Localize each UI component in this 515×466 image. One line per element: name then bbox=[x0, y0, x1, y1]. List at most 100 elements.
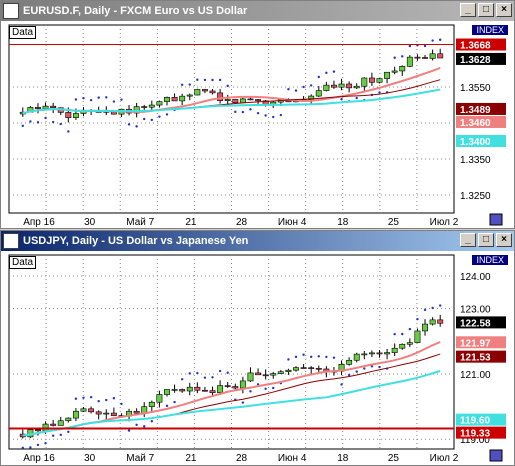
sar-dot bbox=[74, 397, 78, 400]
chart-settings-icon[interactable] bbox=[489, 213, 503, 226]
candle-down bbox=[171, 97, 178, 102]
candle-down bbox=[315, 368, 322, 370]
candle-up bbox=[399, 343, 406, 349]
candle-down bbox=[437, 319, 444, 324]
y-tick-label: 121.00 bbox=[460, 370, 491, 381]
price-badge-bg bbox=[456, 350, 506, 363]
candle-up bbox=[399, 66, 406, 72]
sar-dot bbox=[423, 308, 427, 312]
sar-dot bbox=[401, 332, 404, 336]
sar-dot bbox=[112, 100, 116, 103]
sar-dot bbox=[325, 71, 328, 75]
candle-down bbox=[35, 429, 41, 432]
candle-down bbox=[110, 412, 117, 416]
y-tick-label: 1.3250 bbox=[460, 191, 491, 202]
candle-down bbox=[35, 107, 41, 109]
candle-up bbox=[270, 373, 277, 376]
close-button[interactable]: × bbox=[496, 3, 512, 17]
candle-down bbox=[133, 410, 140, 414]
sar-dot bbox=[165, 113, 169, 116]
eurusd-titlebar[interactable]: EURUSD.F, Daily - FXCM Euro vs US Dollar… bbox=[1, 1, 514, 21]
price-badge-label: 1.3628 bbox=[460, 55, 491, 66]
chart-settings-icon[interactable] bbox=[489, 449, 503, 462]
minimize-button[interactable]: _ bbox=[460, 3, 476, 17]
y-tick-label: 1.3350 bbox=[460, 155, 491, 166]
usdjpy-price-chart[interactable]: 124.00 123.00 121.00 119.00 122.58 121.97 121.… bbox=[7, 253, 510, 463]
sar-dot bbox=[211, 78, 214, 82]
sar-dot bbox=[393, 332, 396, 336]
y-tick-label: 124.00 bbox=[460, 272, 491, 283]
sar-dot bbox=[158, 115, 161, 118]
price-badge-bg bbox=[456, 413, 506, 426]
candle-up bbox=[391, 347, 398, 353]
candle-up bbox=[217, 385, 224, 394]
candle-up bbox=[239, 98, 246, 104]
sar-dot bbox=[272, 115, 275, 119]
usdjpy-chart-window[interactable]: USDJPY, Daily - US Dollar vs Japanese Ye… bbox=[0, 230, 515, 466]
price-badge-bg bbox=[456, 135, 506, 147]
sar-dot bbox=[21, 446, 24, 450]
usdjpy-titlebar[interactable]: USDJPY, Daily - US Dollar vs Japanese Ye… bbox=[1, 231, 514, 251]
y-tick-label: 119.00 bbox=[460, 435, 490, 446]
sar-dot bbox=[287, 358, 290, 361]
sar-dot bbox=[249, 390, 252, 393]
x-tick-label: 21 bbox=[185, 217, 197, 227]
price-badge-bg bbox=[456, 426, 506, 439]
candle-up bbox=[186, 386, 193, 392]
x-tick-label: Апр 16 bbox=[23, 217, 55, 227]
sar-dot bbox=[218, 78, 222, 82]
price-badge: 1.3489 bbox=[456, 102, 506, 116]
sar-dot bbox=[401, 55, 404, 58]
eurusd-window-title: EURUSD.F, Daily - FXCM Euro vs US Dollar bbox=[23, 5, 248, 17]
eurusd-chart-window[interactable]: EURUSD.F, Daily - FXCM Euro vs US Dollar… bbox=[0, 0, 515, 229]
candle-up bbox=[338, 83, 345, 88]
candle-down bbox=[262, 374, 269, 377]
usdjpy-data-label: Data bbox=[9, 256, 37, 269]
candle-up bbox=[277, 371, 284, 374]
candle-up bbox=[156, 101, 163, 106]
sar-dot bbox=[36, 121, 40, 124]
candle-up bbox=[164, 389, 170, 395]
maximize-button[interactable]: □ bbox=[478, 3, 494, 17]
sar-dot bbox=[302, 353, 305, 356]
candle-down bbox=[414, 56, 421, 59]
candle-up bbox=[353, 353, 360, 361]
sar-dot bbox=[264, 387, 267, 390]
eurusd-price-chart[interactable]: 1.35501.34501.33501.32501.36681.36281.34… bbox=[7, 23, 510, 227]
candle-up bbox=[247, 372, 254, 382]
candle-up bbox=[384, 71, 391, 79]
price-badge-bg bbox=[456, 102, 506, 115]
y-tick-label: 123.00 bbox=[460, 305, 491, 316]
price-badge-label: 121.53 bbox=[460, 353, 491, 364]
candle-up bbox=[148, 401, 155, 407]
eurusd-data-label: Data bbox=[9, 26, 37, 39]
price-badge: 121.53 bbox=[456, 350, 506, 364]
candle-down bbox=[247, 98, 254, 101]
candle-up bbox=[133, 106, 140, 114]
minimize-button[interactable]: _ bbox=[460, 233, 476, 247]
x-tick-label: 25 bbox=[388, 453, 400, 463]
sar-dot bbox=[135, 423, 138, 427]
sar-dot bbox=[44, 116, 47, 120]
sar-dot bbox=[294, 355, 298, 359]
maximize-button[interactable]: □ bbox=[478, 233, 494, 247]
candle-down bbox=[50, 423, 57, 426]
price-badge-bg bbox=[456, 115, 506, 128]
candle-up bbox=[80, 408, 87, 412]
candle-up bbox=[315, 90, 322, 97]
sar-dot bbox=[332, 356, 336, 359]
chart-app-icon bbox=[3, 3, 19, 19]
candle-up bbox=[171, 389, 178, 391]
close-button[interactable]: × bbox=[496, 233, 512, 247]
price-badge-label: 1.3668 bbox=[460, 41, 491, 52]
candle-down bbox=[308, 367, 315, 370]
sar-dot bbox=[309, 355, 313, 359]
candle-up bbox=[65, 417, 72, 422]
sar-dot bbox=[272, 386, 275, 390]
candle-down bbox=[179, 389, 186, 392]
price-badge: 122.58 bbox=[456, 316, 506, 329]
usdjpy-window-title: USDJPY, Daily - US Dollar vs Japanese Ye… bbox=[23, 235, 249, 247]
sar-dot bbox=[226, 84, 229, 88]
candle-up bbox=[308, 95, 315, 101]
price-badge-bg bbox=[456, 38, 506, 51]
